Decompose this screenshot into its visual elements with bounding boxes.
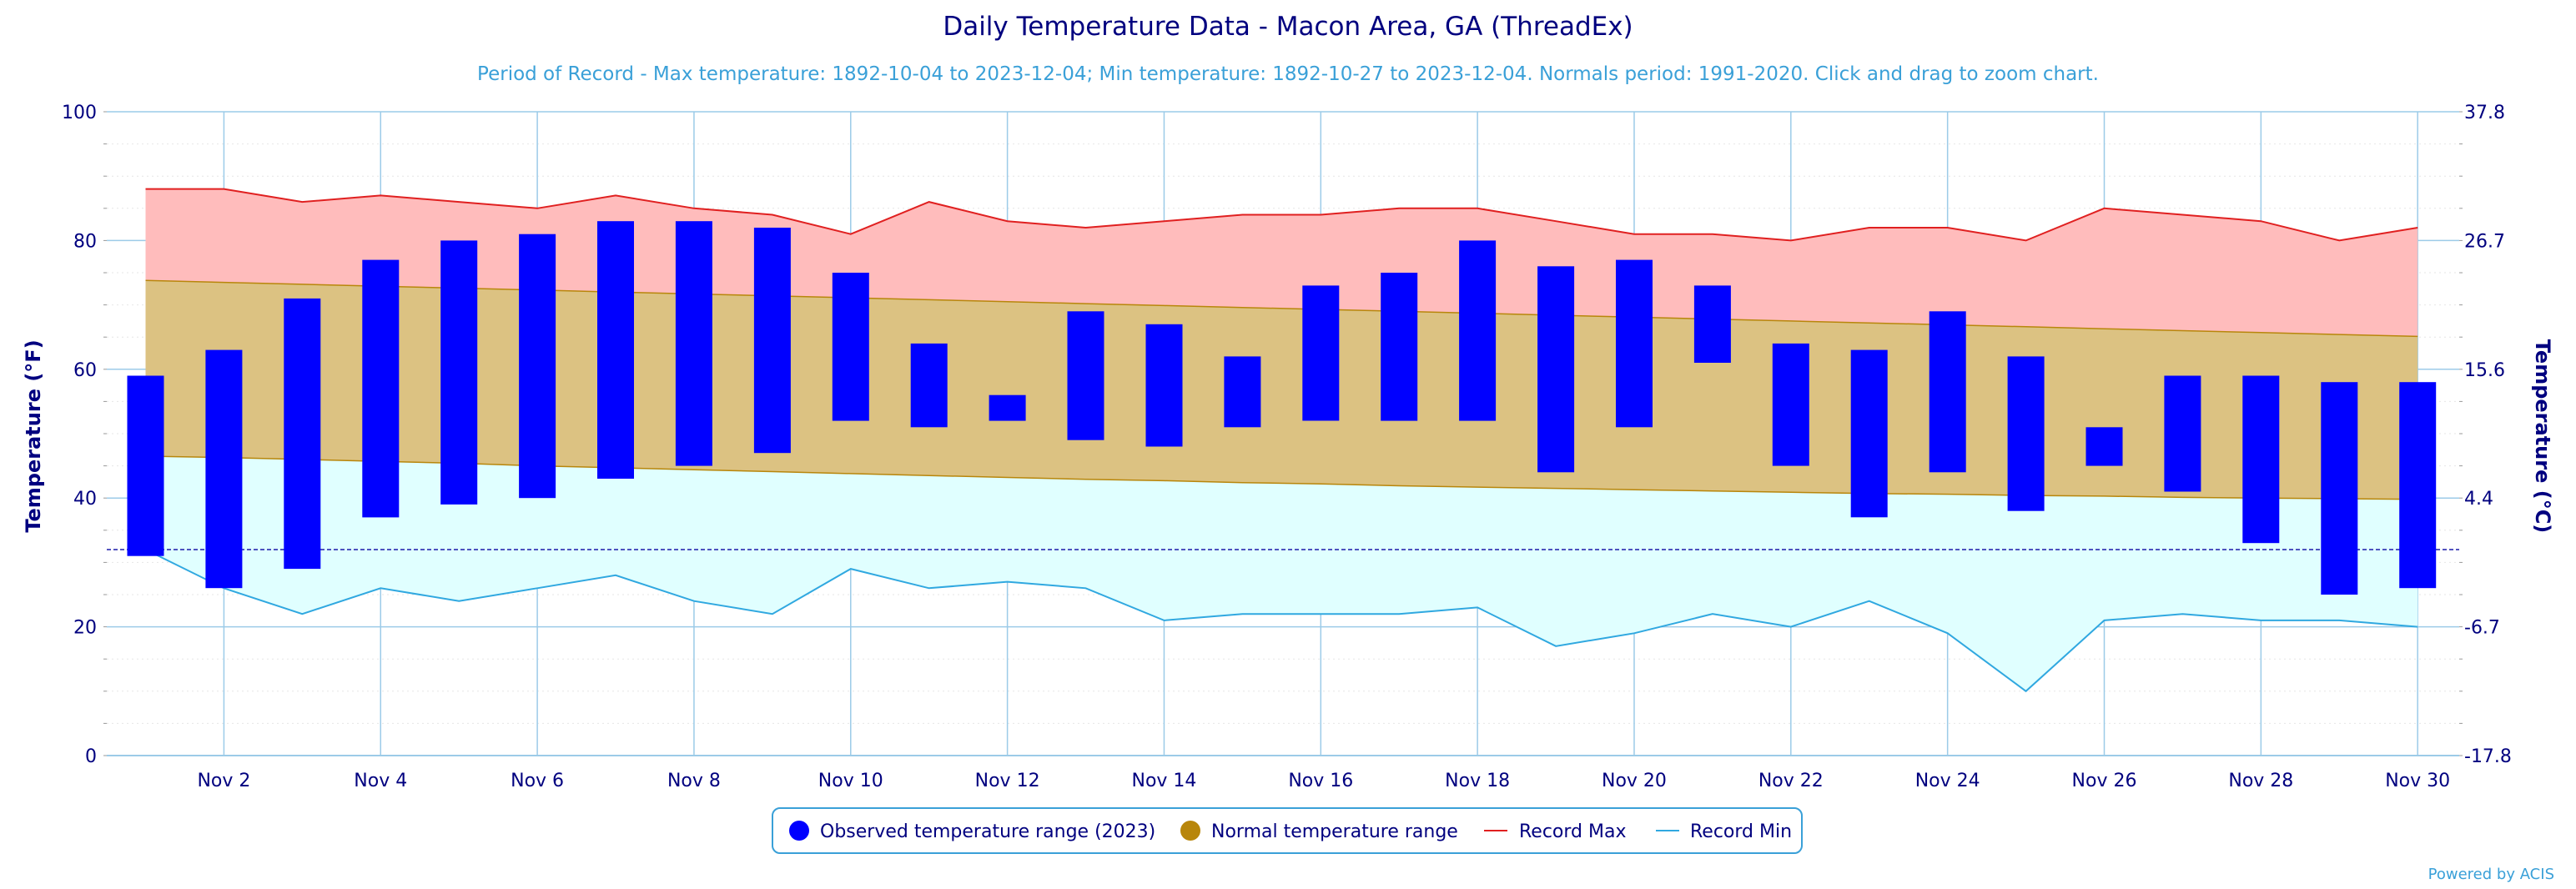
x-tick-label: Nov 30 bbox=[2385, 771, 2450, 791]
observed-bars bbox=[127, 221, 2437, 595]
observed-bar-nov-29[interactable] bbox=[2321, 382, 2358, 595]
x-tick-label: Nov 24 bbox=[1915, 771, 1980, 791]
x-tick-label: Nov 2 bbox=[197, 771, 250, 791]
observed-bar-nov-3[interactable] bbox=[284, 298, 321, 570]
record-lines bbox=[145, 188, 2418, 693]
observed-bar-nov-19[interactable] bbox=[1537, 266, 1575, 473]
y-tick-label: 80 bbox=[73, 231, 97, 252]
observed-bar-nov-22[interactable] bbox=[1772, 343, 1809, 466]
legend-label-record-min: Record Min bbox=[1690, 821, 1792, 842]
legend-item-record-max[interactable]: Record Max bbox=[1484, 821, 1627, 842]
credit-link[interactable]: Powered by ACIS bbox=[2428, 866, 2554, 883]
legend-box bbox=[772, 807, 1803, 854]
y-axis-title-right: Temperature (°C) bbox=[2531, 339, 2554, 534]
observed-bar-nov-6[interactable] bbox=[519, 234, 556, 499]
y2-tick-label: -17.8 bbox=[2464, 746, 2512, 767]
y-tick-label: 40 bbox=[73, 489, 97, 510]
y-tick-label: 20 bbox=[73, 618, 97, 639]
x-tick-label: Nov 6 bbox=[511, 771, 564, 791]
observed-bar-nov-11[interactable] bbox=[910, 343, 948, 428]
record-max-area bbox=[145, 188, 2418, 337]
observed-bar-nov-2[interactable] bbox=[205, 349, 243, 589]
observed-bar-nov-26[interactable] bbox=[2085, 427, 2123, 466]
y2-tick-label: 4.4 bbox=[2464, 489, 2493, 510]
legend-label-observed: Observed temperature range (2023) bbox=[820, 821, 1155, 842]
x-tick-label: Nov 16 bbox=[1288, 771, 1353, 791]
record-max-line bbox=[145, 188, 2418, 242]
observed-bar-nov-10[interactable] bbox=[832, 273, 869, 421]
chart-title: Daily Temperature Data - Macon Area, GA … bbox=[943, 12, 1633, 42]
observed-bar-nov-1[interactable] bbox=[127, 375, 164, 556]
x-tick-label: Nov 12 bbox=[975, 771, 1040, 791]
x-tick-label: Nov 28 bbox=[2228, 771, 2293, 791]
y2-tick-label: 26.7 bbox=[2464, 231, 2505, 252]
legend-marker-observed bbox=[789, 821, 809, 841]
observed-bar-nov-14[interactable] bbox=[1145, 324, 1183, 447]
legend-item-record-min[interactable]: Record Min bbox=[1656, 821, 1792, 842]
x-tick-label: Nov 4 bbox=[354, 771, 407, 791]
axes: 0 20 40 60 80 100 -17.8 -6.7 4.4 15.6 26.7 37.8 Nov … bbox=[62, 103, 2512, 791]
y-tick-label: 100 bbox=[62, 103, 97, 123]
record-range-areas bbox=[145, 188, 2418, 691]
y2-tick-label: -6.7 bbox=[2464, 618, 2500, 639]
observed-bar-nov-21[interactable] bbox=[1693, 285, 1731, 363]
legend-label-normal: Normal temperature range bbox=[1211, 821, 1458, 842]
observed-bar-nov-15[interactable] bbox=[1224, 356, 1261, 428]
y2-tick-label: 37.8 bbox=[2464, 103, 2505, 123]
observed-bar-nov-30[interactable] bbox=[2399, 382, 2437, 589]
observed-bar-nov-18[interactable] bbox=[1459, 240, 1497, 421]
observed-bar-nov-7[interactable] bbox=[597, 221, 634, 479]
x-tick-label: Nov 22 bbox=[1758, 771, 1824, 791]
normal-range-fill bbox=[145, 280, 2418, 500]
chart-subtitle: Period of Record - Max temperature: 1892… bbox=[477, 63, 2099, 85]
observed-bar-nov-25[interactable] bbox=[2007, 356, 2045, 511]
x-tick-label: Nov 10 bbox=[818, 771, 883, 791]
observed-bar-nov-5[interactable] bbox=[440, 240, 478, 505]
x-tick-label: Nov 26 bbox=[2072, 771, 2137, 791]
y-tick-label: 0 bbox=[85, 746, 97, 767]
legend-label-record-max: Record Max bbox=[1519, 821, 1627, 842]
x-tick-label: Nov 18 bbox=[1445, 771, 1510, 791]
legend: Observed temperature range (2023) Normal… bbox=[772, 807, 1803, 854]
legend-item-observed[interactable]: Observed temperature range (2023) bbox=[789, 821, 1155, 842]
x-tick-label: Nov 8 bbox=[667, 771, 721, 791]
record-min-area bbox=[145, 456, 2418, 691]
y2-tick-label: 15.6 bbox=[2464, 360, 2505, 381]
observed-bar-nov-8[interactable] bbox=[675, 221, 712, 466]
observed-bar-nov-9[interactable] bbox=[753, 228, 791, 454]
observed-bar-nov-23[interactable] bbox=[1850, 349, 1888, 518]
legend-marker-normal bbox=[1180, 821, 1200, 841]
record-min-line bbox=[145, 549, 2418, 693]
observed-bar-nov-17[interactable] bbox=[1381, 273, 1418, 421]
y-tick-label: 60 bbox=[73, 360, 97, 381]
observed-bar-nov-12[interactable] bbox=[989, 394, 1026, 421]
legend-item-normal[interactable]: Normal temperature range bbox=[1180, 821, 1458, 842]
observed-bar-nov-13[interactable] bbox=[1067, 311, 1104, 440]
observed-bar-nov-27[interactable] bbox=[2164, 375, 2201, 492]
observed-bar-nov-20[interactable] bbox=[1616, 259, 1653, 428]
y-axis-title-left: Temperature (°F) bbox=[22, 339, 45, 532]
observed-bar-nov-16[interactable] bbox=[1302, 285, 1340, 421]
observed-bar-nov-24[interactable] bbox=[1929, 311, 1966, 473]
x-tick-label: Nov 14 bbox=[1131, 771, 1196, 791]
x-tick-label: Nov 20 bbox=[1602, 771, 1667, 791]
observed-bar-nov-4[interactable] bbox=[362, 259, 400, 518]
observed-bar-nov-28[interactable] bbox=[2242, 375, 2280, 544]
